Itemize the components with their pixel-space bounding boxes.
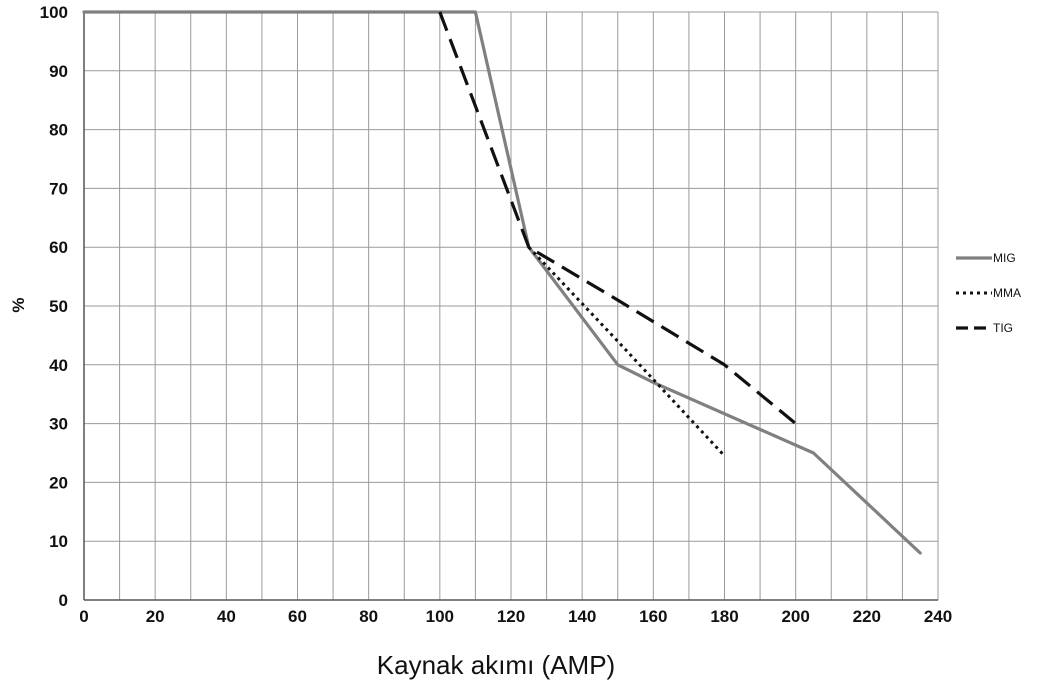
x-tick-label: 20 (146, 607, 165, 626)
y-tick-labels: 0 10 20 30 40 50 60 70 80 90 100 (40, 3, 68, 610)
x-tick-label: 120 (497, 607, 525, 626)
y-tick-label: 10 (49, 532, 68, 551)
x-tick-label: 180 (710, 607, 738, 626)
legend: MIG MMA TIG (956, 251, 1021, 335)
series-line-mma (527, 246, 726, 457)
x-tick-label: 220 (853, 607, 881, 626)
y-tick-label: 30 (49, 415, 68, 434)
series-line-mig (82, 10, 922, 555)
series-group (82, 10, 922, 555)
x-tick-labels: 0 20 40 60 80 100 120 140 160 180 200 220 240 (79, 607, 952, 626)
x-tick-label: 0 (79, 607, 88, 626)
y-tick-label: 80 (49, 121, 68, 140)
x-tick-label: 60 (288, 607, 307, 626)
y-tick-label: 90 (49, 62, 68, 81)
y-tick-label: 20 (49, 473, 68, 492)
y-tick-label: 70 (49, 179, 68, 198)
x-tick-label: 80 (359, 607, 378, 626)
y-tick-label: 0 (59, 591, 68, 610)
legend-label-mma: MMA (993, 286, 1021, 300)
x-tick-label: 40 (217, 607, 236, 626)
x-axis-title: Kaynak akımı (AMP) (377, 650, 615, 680)
legend-label-tig: TIG (993, 321, 1013, 335)
x-tick-label: 200 (781, 607, 809, 626)
x-tick-label: 240 (924, 607, 952, 626)
grid (83, 11, 939, 601)
series-line-tig (438, 11, 797, 425)
x-tick-label: 160 (639, 607, 667, 626)
y-tick-label: 100 (40, 3, 68, 22)
y-tick-label: 50 (49, 297, 68, 316)
x-tick-label: 100 (426, 607, 454, 626)
x-tick-label: 140 (568, 607, 596, 626)
legend-label-mig: MIG (993, 251, 1016, 265)
y-tick-label: 40 (49, 356, 68, 375)
y-tick-label: 60 (49, 238, 68, 257)
y-axis-title: % (9, 297, 28, 312)
